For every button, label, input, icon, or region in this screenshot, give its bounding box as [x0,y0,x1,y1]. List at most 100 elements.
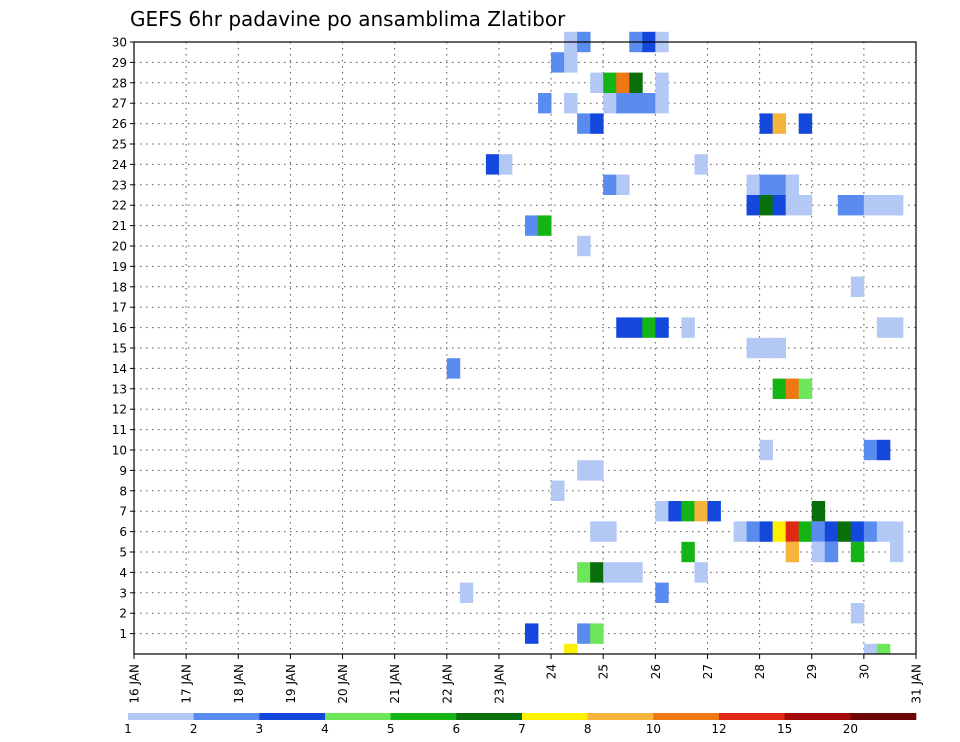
chart-title: GEFS 6hr padavine po ansamblima Zlatibor [130,7,566,31]
precip-cell [681,317,695,338]
precip-cell [876,643,891,654]
precip-cell [746,195,760,216]
precip-cell [889,317,904,338]
y-tick-label: 16 [112,321,127,335]
precip-cell [681,501,695,522]
precipitation-cells [446,31,904,654]
precip-cell [590,72,604,93]
precip-cell [785,521,800,542]
precip-cell [551,480,565,501]
precip-cell [603,72,617,93]
legend-label: 4 [321,722,329,736]
precip-cell [772,378,787,399]
precip-cell [564,52,578,73]
x-tick-label: 31 JAN [910,664,924,704]
precip-cell [590,562,604,583]
precip-cell [655,93,669,114]
y-tick-label: 9 [119,464,127,478]
y-tick-label: 18 [112,280,127,294]
x-axis-ticks: 16 JAN 17 JAN 18 JAN 19 JAN 20 JAN 21 JAN 22 J… [128,654,924,704]
legend-label: 20 [843,722,858,736]
precip-cell [759,113,774,134]
precip-cell [655,72,669,93]
precip-cell [538,93,552,114]
y-tick-label: 12 [112,403,127,417]
y-tick-label: 10 [112,444,127,458]
precip-cell [590,460,604,481]
x-tick-label: 20 JAN [336,664,350,704]
x-tick-label: 16 JAN [128,664,142,704]
precip-cell [655,317,669,338]
x-tick-label: 21 JAN [388,664,402,704]
precip-cell [824,521,839,542]
precip-cell [629,72,643,93]
y-tick-label: 2 [119,607,127,621]
legend-label: 15 [777,722,792,736]
x-tick-label: 30 [857,664,871,679]
y-tick-label: 15 [112,342,127,356]
precip-cell [772,521,787,542]
precip-cell [642,93,656,114]
precip-cell [564,93,578,114]
precip-cell [863,521,878,542]
y-tick-label: 30 [112,36,127,50]
precip-cell [603,562,617,583]
precip-cell [746,337,760,359]
precip-cell [485,154,500,175]
precip-cell [876,317,891,338]
precip-cell [798,378,813,399]
precip-cell [525,215,539,236]
precip-cell [759,439,774,461]
legend-label: 2 [190,722,198,736]
x-tick-label: 29 [805,664,819,679]
precip-cell [876,195,891,216]
precip-cell [577,113,591,134]
precip-cell [889,195,904,216]
precip-cell [603,521,617,542]
precip-cell [577,562,591,583]
precip-cell [759,174,774,195]
y-tick-label: 11 [112,423,127,437]
precip-cell [694,154,708,175]
precip-cell [876,521,891,542]
y-tick-label: 24 [112,158,127,172]
precip-cell [863,439,878,461]
legend-label: 6 [453,722,461,736]
precip-cell [681,541,695,563]
y-tick-label: 29 [112,56,127,70]
y-tick-label: 4 [119,566,127,580]
y-tick-label: 5 [119,546,127,560]
y-tick-label: 13 [112,382,127,396]
x-tick-label: 17 JAN [180,664,194,704]
precip-cell [746,174,760,195]
x-tick-label: 24 [545,664,559,679]
legend-swatch [325,713,391,720]
precip-cell [616,72,630,93]
legend-label: 1 [124,722,132,736]
y-tick-label: 6 [119,525,127,539]
precip-cell [876,439,891,461]
precip-cell [577,623,591,644]
precip-cell [590,623,604,644]
precip-cell [551,52,565,73]
x-tick-label: 19 JAN [284,664,298,704]
legend-swatch [390,713,457,720]
precip-cell [746,521,760,542]
precip-cell [785,174,800,195]
precip-cell [759,195,774,216]
precip-cell [577,460,591,481]
precip-cell [889,541,904,563]
legend-label: 7 [518,722,526,736]
precip-cell [655,501,669,522]
precip-cell [837,195,852,216]
legend-swatch [522,713,588,720]
precip-cell [616,174,630,195]
color-legend: 1 2 3 4 5 6 7 8 10 12 15 20 [124,713,917,736]
precip-cell [577,235,591,257]
legend-swatch [456,713,523,720]
legend-swatch [653,713,720,720]
precip-cell [811,501,826,522]
x-tick-label: 23 JAN [492,664,506,704]
x-tick-label: 22 JAN [440,664,454,704]
